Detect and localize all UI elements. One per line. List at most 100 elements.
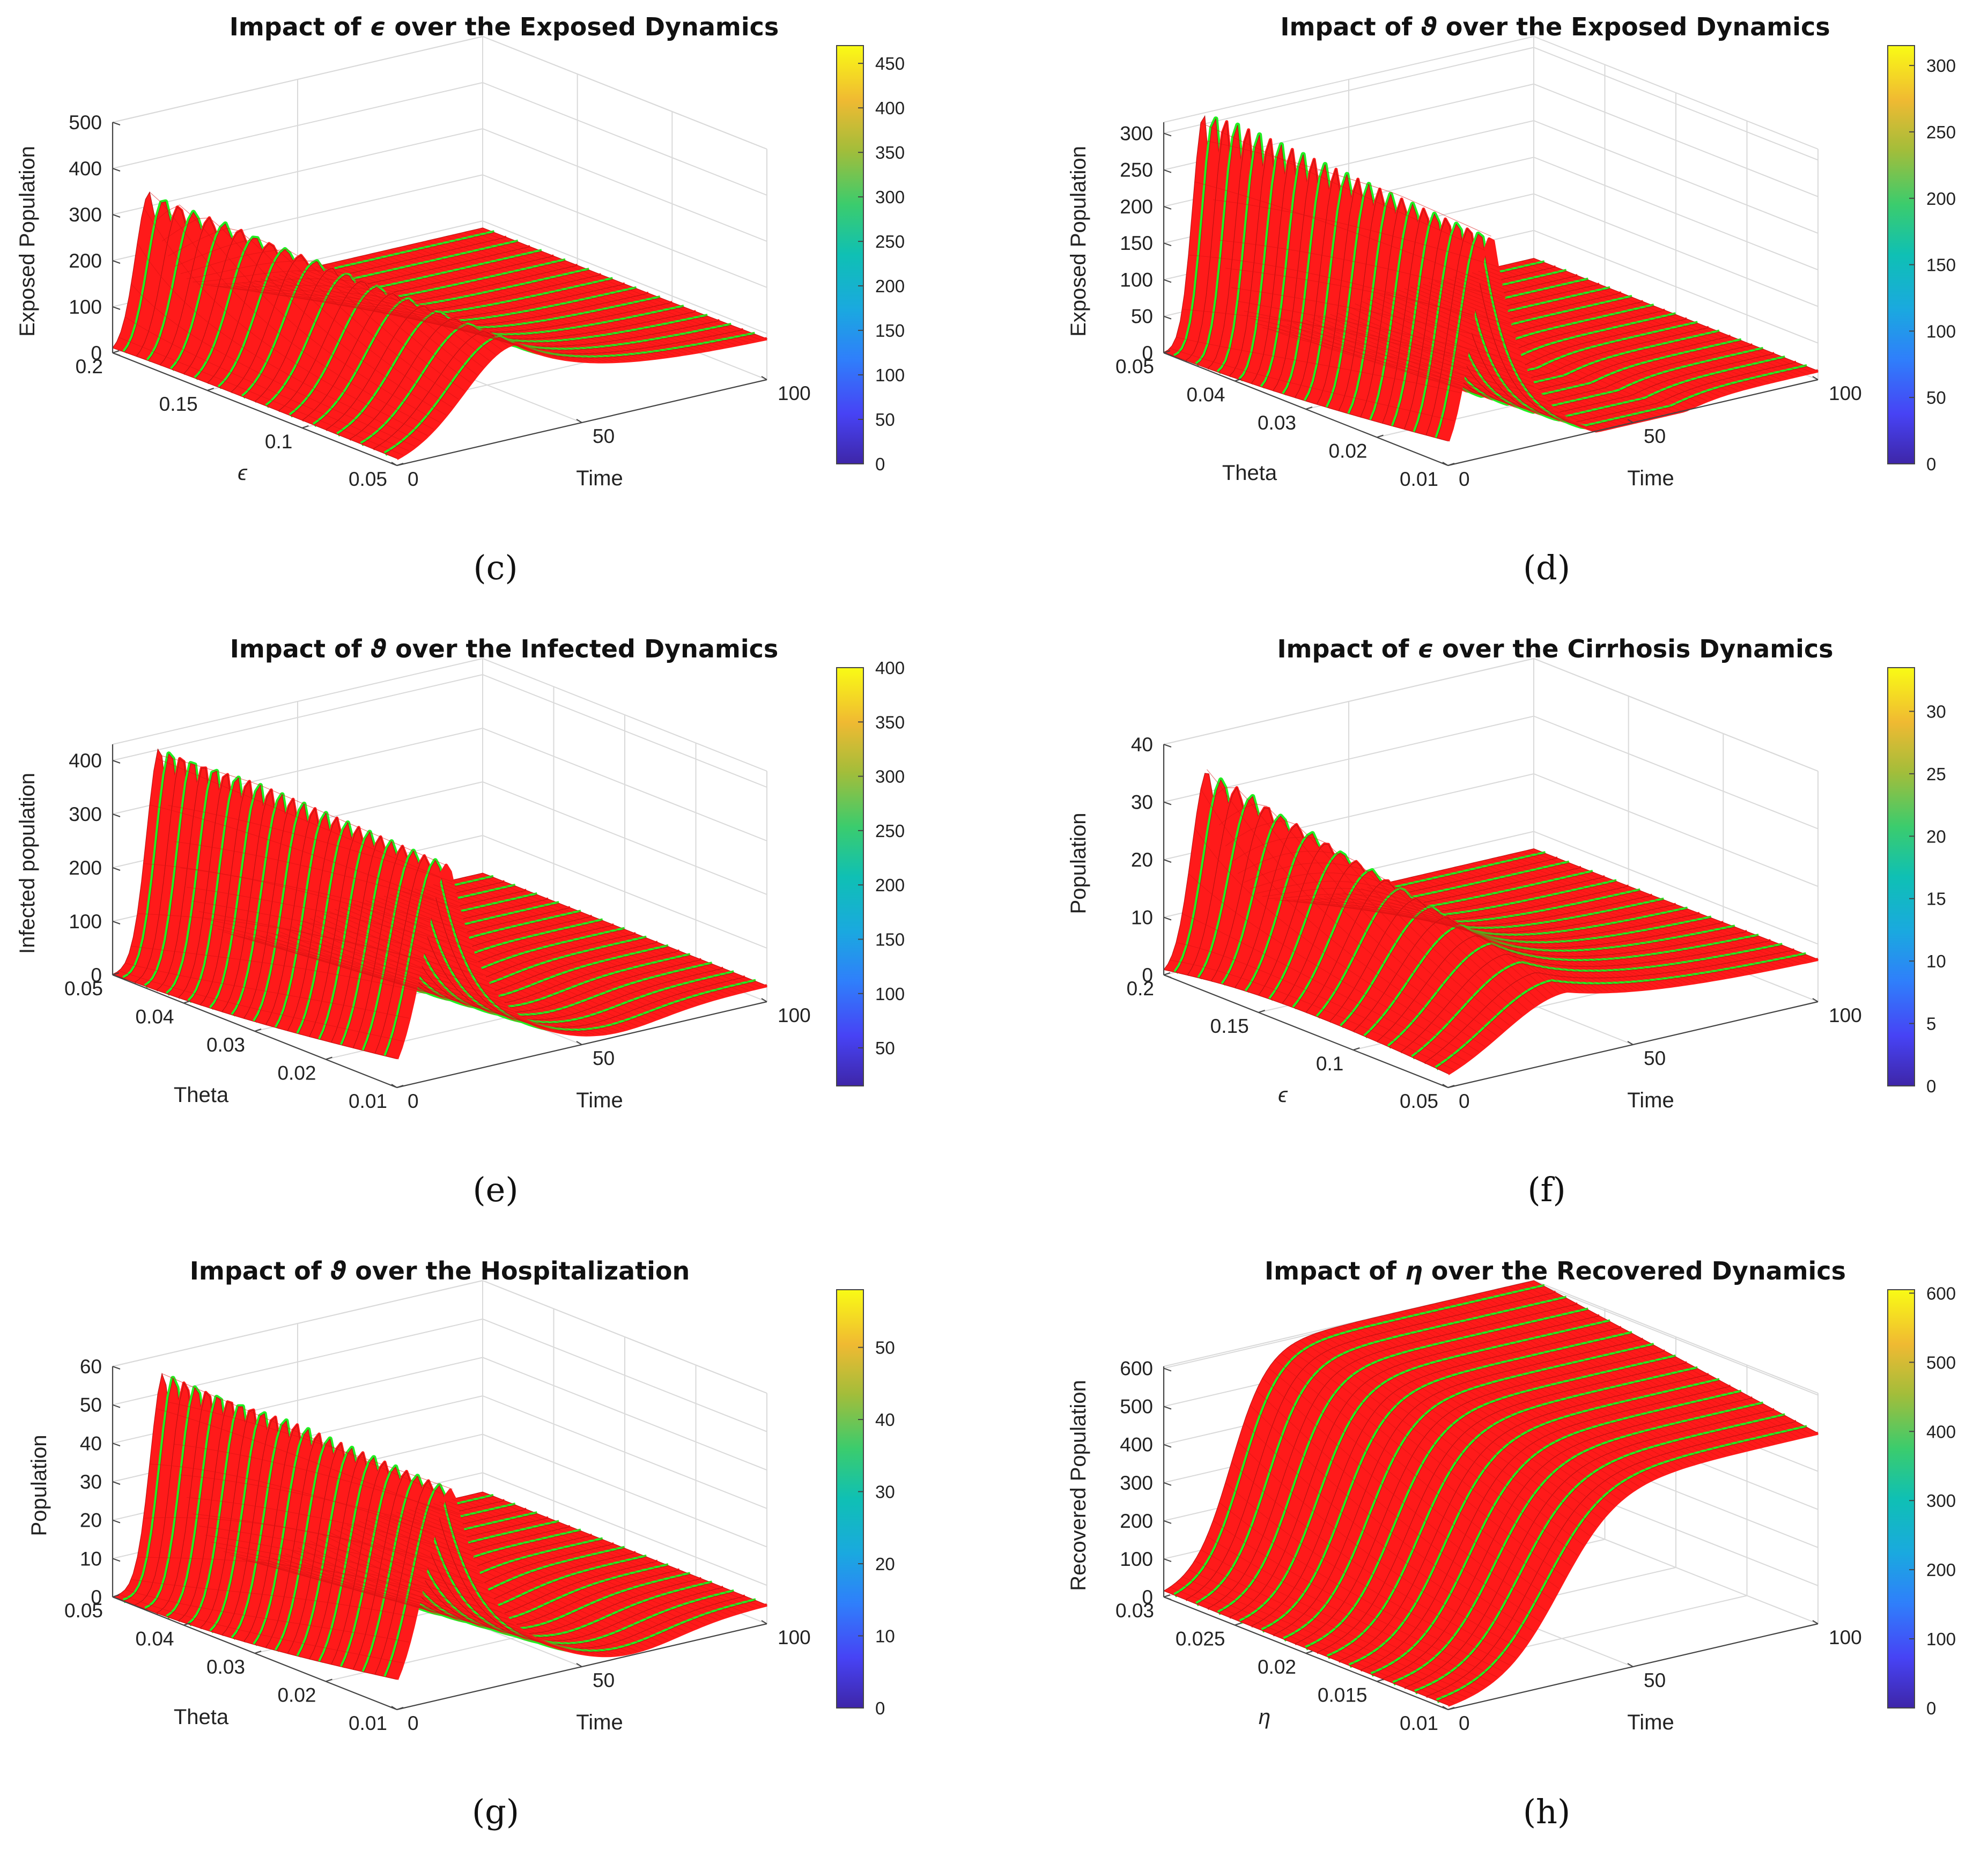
colorbar-tick-label: 0: [875, 454, 885, 474]
surface-mesh: [420, 242, 706, 351]
surface-mesh: [1385, 293, 1671, 415]
panel-caption: (e): [472, 1170, 518, 1209]
surface-mesh: [1422, 1306, 1708, 1461]
param-tick-label: 0.03: [206, 1656, 245, 1678]
surface-mesh: [156, 758, 440, 878]
surface-mesh: [1348, 306, 1634, 423]
time-tick-mark: [576, 1041, 582, 1045]
z-gridline: [112, 1279, 767, 1394]
surface-mesh: [439, 1502, 724, 1618]
surface-mesh: [1324, 315, 1609, 429]
param-tick-label: 0.03: [1258, 412, 1296, 434]
surface-mesh: [1447, 278, 1732, 393]
z-tick-label: 20: [1131, 849, 1153, 871]
surface-mesh: [464, 877, 749, 990]
box-edge: [1163, 657, 1819, 772]
colorbar-tick-label: 10: [875, 1626, 895, 1646]
surface-mesh: [341, 907, 625, 1030]
param-tick-mark: [112, 1594, 120, 1597]
surface-mesh: [291, 1550, 576, 1653]
surface-mesh: [365, 255, 650, 359]
surface-mesh: [1207, 140, 1491, 237]
surface-mesh: [1533, 258, 1819, 372]
param-axis-label: ϵ: [238, 461, 248, 485]
surface-mesh: [390, 894, 675, 1013]
z-axis-label: Exposed Population: [1067, 146, 1090, 337]
z-tick-label: 50: [1131, 306, 1153, 328]
surface-mesh: [464, 1496, 749, 1610]
surface-mesh: [402, 1510, 687, 1632]
surface-mesh: [470, 875, 755, 989]
surface-mesh: [1373, 1317, 1658, 1477]
time-axis-label: Time: [1627, 1711, 1674, 1734]
surface-mesh: [1441, 279, 1726, 395]
surface-mesh: [1392, 291, 1676, 413]
z-tick-mark: [112, 352, 121, 356]
z-tick-mark: [112, 867, 121, 871]
colorbar-tick-label: 200: [875, 276, 905, 296]
surface-mesh: [433, 239, 718, 349]
z-tick-mark: [1163, 169, 1172, 173]
surface-mesh: [1385, 1314, 1671, 1473]
colorbar-gradient: [836, 45, 864, 464]
param-tick-mark: [1377, 434, 1384, 438]
surface-mesh: [334, 908, 619, 1032]
surface-mesh: [1379, 294, 1664, 416]
surface-mesh: [1355, 1322, 1639, 1487]
colorbar-tick-label: 250: [1926, 122, 1956, 142]
surface-mesh: [1176, 942, 1461, 1066]
param-tick-label: 0.025: [1176, 1628, 1225, 1650]
surface-mesh: [1533, 848, 1819, 960]
z-tick-label: 200: [1120, 196, 1153, 218]
z-axis-label: Population: [27, 1434, 51, 1536]
surface-mesh: [1392, 1313, 1676, 1470]
z-tick-mark: [112, 974, 121, 978]
surface-mesh: [1453, 867, 1738, 976]
param-tick-mark: [1447, 1085, 1455, 1088]
colorbar-gradient: [1887, 45, 1915, 464]
z-tick-mark: [1163, 1520, 1172, 1524]
time-tick-mark: [1627, 1663, 1634, 1667]
surface-mesh: [1170, 1586, 1454, 1703]
surface-mesh: [1410, 286, 1695, 406]
z-tick-label: 10: [80, 1548, 102, 1570]
box-edge: [112, 1279, 767, 1394]
param-tick-label: 0.05: [64, 1600, 103, 1622]
surface-mesh: [1281, 900, 1565, 992]
time-tick-label: 0: [1459, 468, 1470, 490]
surface-mesh: [211, 1541, 496, 1604]
surface-mesh: [420, 887, 706, 1002]
z-tick-label: 0: [91, 964, 102, 986]
colorbar-gradient: [1887, 1289, 1915, 1709]
surface-mesh: [359, 256, 644, 360]
surface-mesh: [1250, 317, 1535, 387]
colorbar-tick-label: 10: [1926, 951, 1946, 971]
surface-mesh: [161, 1373, 447, 1496]
z-tick-mark: [112, 1519, 121, 1523]
param-tick-mark: [326, 1056, 332, 1060]
time-tick-mark: [761, 998, 767, 1002]
surface-mesh: [1311, 1334, 1597, 1528]
surface-mesh: [1496, 1289, 1782, 1443]
z-gridline: [1163, 657, 1819, 772]
surface-mesh: [193, 1513, 477, 1571]
surface-mesh: [279, 931, 564, 1033]
box-edge: [1163, 35, 1819, 150]
panel-e: Impact of ϑ over the Infected Dynamics 0…: [16, 634, 905, 1209]
time-tick-label: 0: [1459, 1712, 1470, 1734]
surface-mesh: [309, 267, 595, 362]
z-tick-label: 200: [1120, 1510, 1153, 1532]
surface-mesh: [1342, 1325, 1627, 1496]
time-axis-label: Time: [1627, 1089, 1674, 1112]
surface-mesh: [119, 337, 403, 456]
surface-mesh: [1170, 959, 1454, 1070]
surface-mesh: [402, 246, 687, 354]
surface-mesh: [328, 1532, 613, 1656]
surface-mesh: [186, 1497, 471, 1555]
z-tick-mark: [1163, 315, 1172, 320]
time-tick-label: 50: [593, 1669, 615, 1691]
surface-mesh: [1527, 849, 1812, 962]
surface-mesh: [1311, 318, 1597, 432]
panel-f: Impact of ϵ over the Cirrhosis Dynamics …: [1067, 634, 1946, 1209]
surface: [1163, 769, 1819, 1075]
